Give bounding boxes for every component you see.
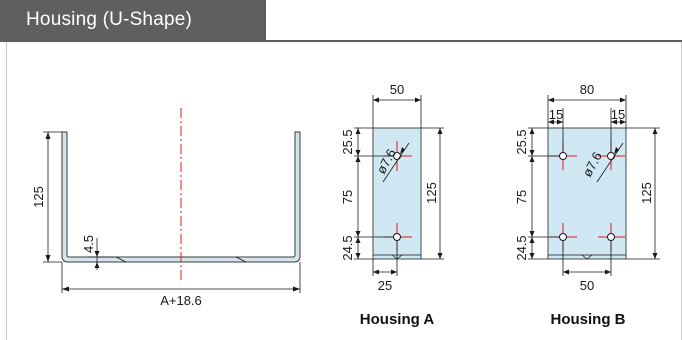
side-view: 125 4.5 A+18.6	[31, 108, 301, 308]
arrowhead	[605, 269, 611, 275]
housing-b-view: 80 15 15 ø7.6	[514, 82, 660, 328]
arrowhead	[45, 255, 51, 262]
arrowhead	[529, 253, 535, 259]
hole-a-top	[383, 141, 412, 171]
arrowhead	[62, 286, 69, 292]
housing-b-caption: Housing B	[551, 311, 626, 328]
profile-mark	[396, 254, 403, 260]
leader-line	[382, 142, 410, 183]
hole-spacing-label: 50	[580, 278, 594, 293]
arrowhead	[293, 286, 300, 292]
profile-mark	[235, 256, 247, 263]
section-title: Housing (U-Shape)	[0, 0, 266, 40]
arrowhead	[355, 156, 361, 162]
arrowhead	[548, 97, 554, 103]
arrowhead	[355, 253, 361, 259]
arrowhead	[529, 231, 535, 237]
u-profile	[61, 131, 301, 263]
arrowhead	[45, 132, 51, 139]
arrowhead	[94, 251, 100, 257]
left-margin-label: 15	[549, 107, 563, 122]
arrowhead	[94, 262, 100, 268]
width-label: 50	[390, 82, 404, 97]
arrowhead	[437, 253, 443, 259]
arrowhead	[415, 97, 421, 103]
arrowhead	[355, 231, 361, 237]
top-label: 25.5	[340, 129, 355, 154]
arrowhead	[355, 128, 361, 134]
arrowhead	[529, 128, 535, 134]
arrowhead	[391, 269, 397, 275]
arrowhead	[652, 253, 658, 259]
arrowhead	[529, 150, 535, 156]
width-label: A+18.6	[160, 293, 202, 308]
mid-label: 75	[514, 190, 529, 204]
arrowhead	[373, 97, 379, 103]
arrowhead	[529, 237, 535, 243]
height-label: 125	[424, 182, 439, 204]
profile-mark	[581, 254, 588, 260]
housing-a-view: 50 ø7.6 25.5 75 24.5	[340, 82, 444, 328]
hole-offset-label: 25	[378, 278, 392, 293]
arrowhead	[548, 119, 554, 125]
profile-mark	[115, 256, 127, 263]
arrowhead	[355, 150, 361, 156]
profile-mark	[391, 254, 398, 260]
profile-mark	[586, 254, 593, 260]
top-label: 25.5	[514, 129, 529, 154]
mid-label: 75	[340, 190, 355, 204]
thickness-label: 4.5	[81, 235, 96, 253]
leader-line	[596, 142, 624, 183]
width-label: 80	[580, 82, 594, 97]
header-rule	[0, 40, 682, 42]
arrowhead	[437, 128, 443, 134]
arrowhead	[529, 156, 535, 162]
height-label: 125	[639, 182, 654, 204]
bottom-label: 24.5	[340, 235, 355, 260]
arrowhead	[611, 119, 617, 125]
arrowhead	[620, 97, 626, 103]
bottom-label: 24.5	[514, 235, 529, 260]
housing-a-caption: Housing A	[360, 311, 435, 328]
plate-b	[547, 127, 627, 260]
arrowhead	[652, 128, 658, 134]
arrowhead	[355, 237, 361, 243]
height-label: 125	[31, 186, 46, 208]
arrowhead	[563, 269, 569, 275]
right-margin-label: 15	[611, 107, 625, 122]
arrowhead	[557, 119, 563, 125]
arrowhead	[614, 147, 619, 154]
arrowhead	[373, 269, 379, 275]
arrowhead	[400, 147, 405, 154]
arrowhead	[620, 119, 626, 125]
